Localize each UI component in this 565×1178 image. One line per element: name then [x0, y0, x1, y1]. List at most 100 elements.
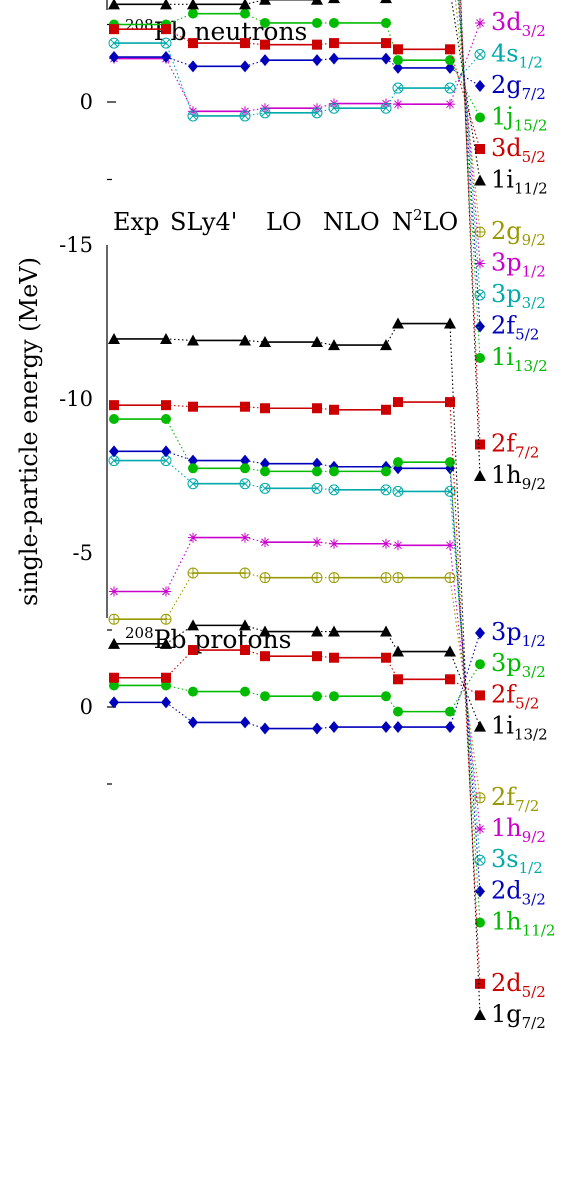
connector-line — [244, 460, 266, 465]
data-point — [311, 0, 323, 5]
marker-cross — [476, 50, 484, 59]
connector-line — [244, 624, 266, 633]
series-label: 2g9/2 — [491, 217, 546, 249]
series-1h9-2: 1h9/2 — [460, 0, 546, 493]
series-label: 2f7/2 — [491, 430, 539, 462]
data-point — [393, 61, 403, 74]
series-label: 1h9/2 — [491, 461, 546, 493]
chart-title: 208Pb neutrons — [125, 16, 307, 46]
data-point — [109, 24, 119, 35]
data-point — [475, 659, 485, 670]
data-point — [474, 1009, 486, 1020]
category-label-n2lo: N2LO — [392, 206, 458, 236]
connector-line — [316, 487, 335, 491]
series-2f5-2: 2f5/2 — [109, 645, 539, 712]
data-point — [188, 716, 198, 729]
leader-line — [449, 323, 481, 1016]
marker-ring — [380, 102, 392, 114]
data-point — [108, 637, 120, 649]
series-label: 3p1/2 — [491, 618, 546, 650]
connector-line — [165, 28, 194, 44]
marker-ring — [239, 478, 251, 490]
data-point — [328, 0, 340, 4]
data-point — [474, 720, 486, 732]
connector-line — [244, 339, 266, 343]
data-point — [239, 619, 251, 631]
data-point — [260, 17, 270, 28]
connector-line — [165, 649, 194, 679]
data-point — [108, 0, 120, 10]
series-2f5-2: 2f5/2 — [458, 0, 539, 344]
data-point — [108, 613, 120, 625]
series-3p1-2: 3p1/2 — [109, 618, 546, 735]
data-point — [187, 0, 199, 10]
series-label: 1h9/2 — [491, 814, 546, 846]
data-point — [475, 258, 485, 269]
series-1i11-2: 1i11/2 — [108, 0, 548, 198]
connector-line — [244, 483, 266, 489]
data-point — [393, 397, 403, 408]
marker-cross — [476, 856, 484, 865]
data-point — [475, 80, 485, 92]
series-3p1-2: 3p1/2 — [457, 0, 546, 281]
connector-line — [316, 58, 335, 61]
connector-line — [165, 404, 194, 408]
leader-line — [458, 0, 481, 327]
marker-ring — [328, 102, 340, 114]
data-point — [239, 0, 251, 10]
data-point — [109, 400, 119, 411]
marker-ring — [160, 37, 172, 49]
data-point — [392, 82, 404, 94]
marker-ring — [474, 854, 486, 866]
data-point — [474, 226, 486, 238]
series-1i13-2: 1i13/2 — [108, 619, 548, 744]
data-point — [393, 721, 403, 734]
series-label: 3s1/2 — [491, 845, 543, 877]
data-point — [160, 332, 172, 344]
data-point — [188, 686, 198, 697]
connector-line — [385, 657, 399, 680]
data-point — [474, 174, 486, 186]
connector-line — [244, 467, 266, 472]
connector-line — [165, 624, 194, 645]
marker-stroke — [476, 19, 484, 27]
marker-ring — [474, 49, 486, 60]
y-axis-label: single-particle energy (MeV) — [15, 257, 43, 606]
y-tick-label: 0 — [80, 695, 93, 719]
connector-line — [316, 463, 335, 468]
data-point — [444, 645, 456, 657]
series-3d5-2: 3d5/2 — [109, 24, 546, 166]
series-1h11-2: 1h11/2 — [109, 414, 555, 940]
series-label: 4s1/2 — [491, 40, 543, 72]
connector-line — [244, 112, 266, 117]
series-label: 1g7/2 — [491, 1000, 546, 1032]
series-2d5-2: 2d5/2 — [109, 397, 546, 1001]
category-label-exp: Exp — [113, 208, 159, 236]
data-point — [475, 439, 485, 450]
marker-ring — [392, 82, 404, 94]
series-2g7-2: 2g7/2 — [109, 51, 546, 103]
series-label: 2f5/2 — [491, 312, 539, 344]
marker-cross — [476, 291, 484, 299]
connector-line — [385, 323, 399, 346]
chart-title: 208Pb protons — [125, 624, 291, 654]
proton-panel: 0 -5 -10 -15 single-particle energy (MeV) 208… — [15, 206, 555, 1032]
data-point — [474, 49, 486, 60]
category-label-nlo: NLO — [323, 208, 380, 236]
y-tick-label: 0 — [80, 90, 93, 114]
marker-ring — [187, 478, 199, 490]
data-point — [475, 885, 485, 898]
series-label: 3p3/2 — [491, 280, 546, 312]
leader-line — [449, 67, 481, 87]
connector-line — [165, 418, 194, 469]
connector-line — [165, 537, 194, 592]
series-label: 1j15/2 — [491, 103, 547, 135]
connector-line — [244, 649, 266, 657]
data-point — [108, 37, 120, 49]
connector-line — [165, 450, 194, 462]
data-point — [109, 696, 119, 709]
data-point — [392, 645, 404, 657]
leader-line — [449, 577, 481, 798]
data-point — [109, 680, 119, 691]
series-2g9-2: 2g9/2 — [454, 0, 546, 249]
